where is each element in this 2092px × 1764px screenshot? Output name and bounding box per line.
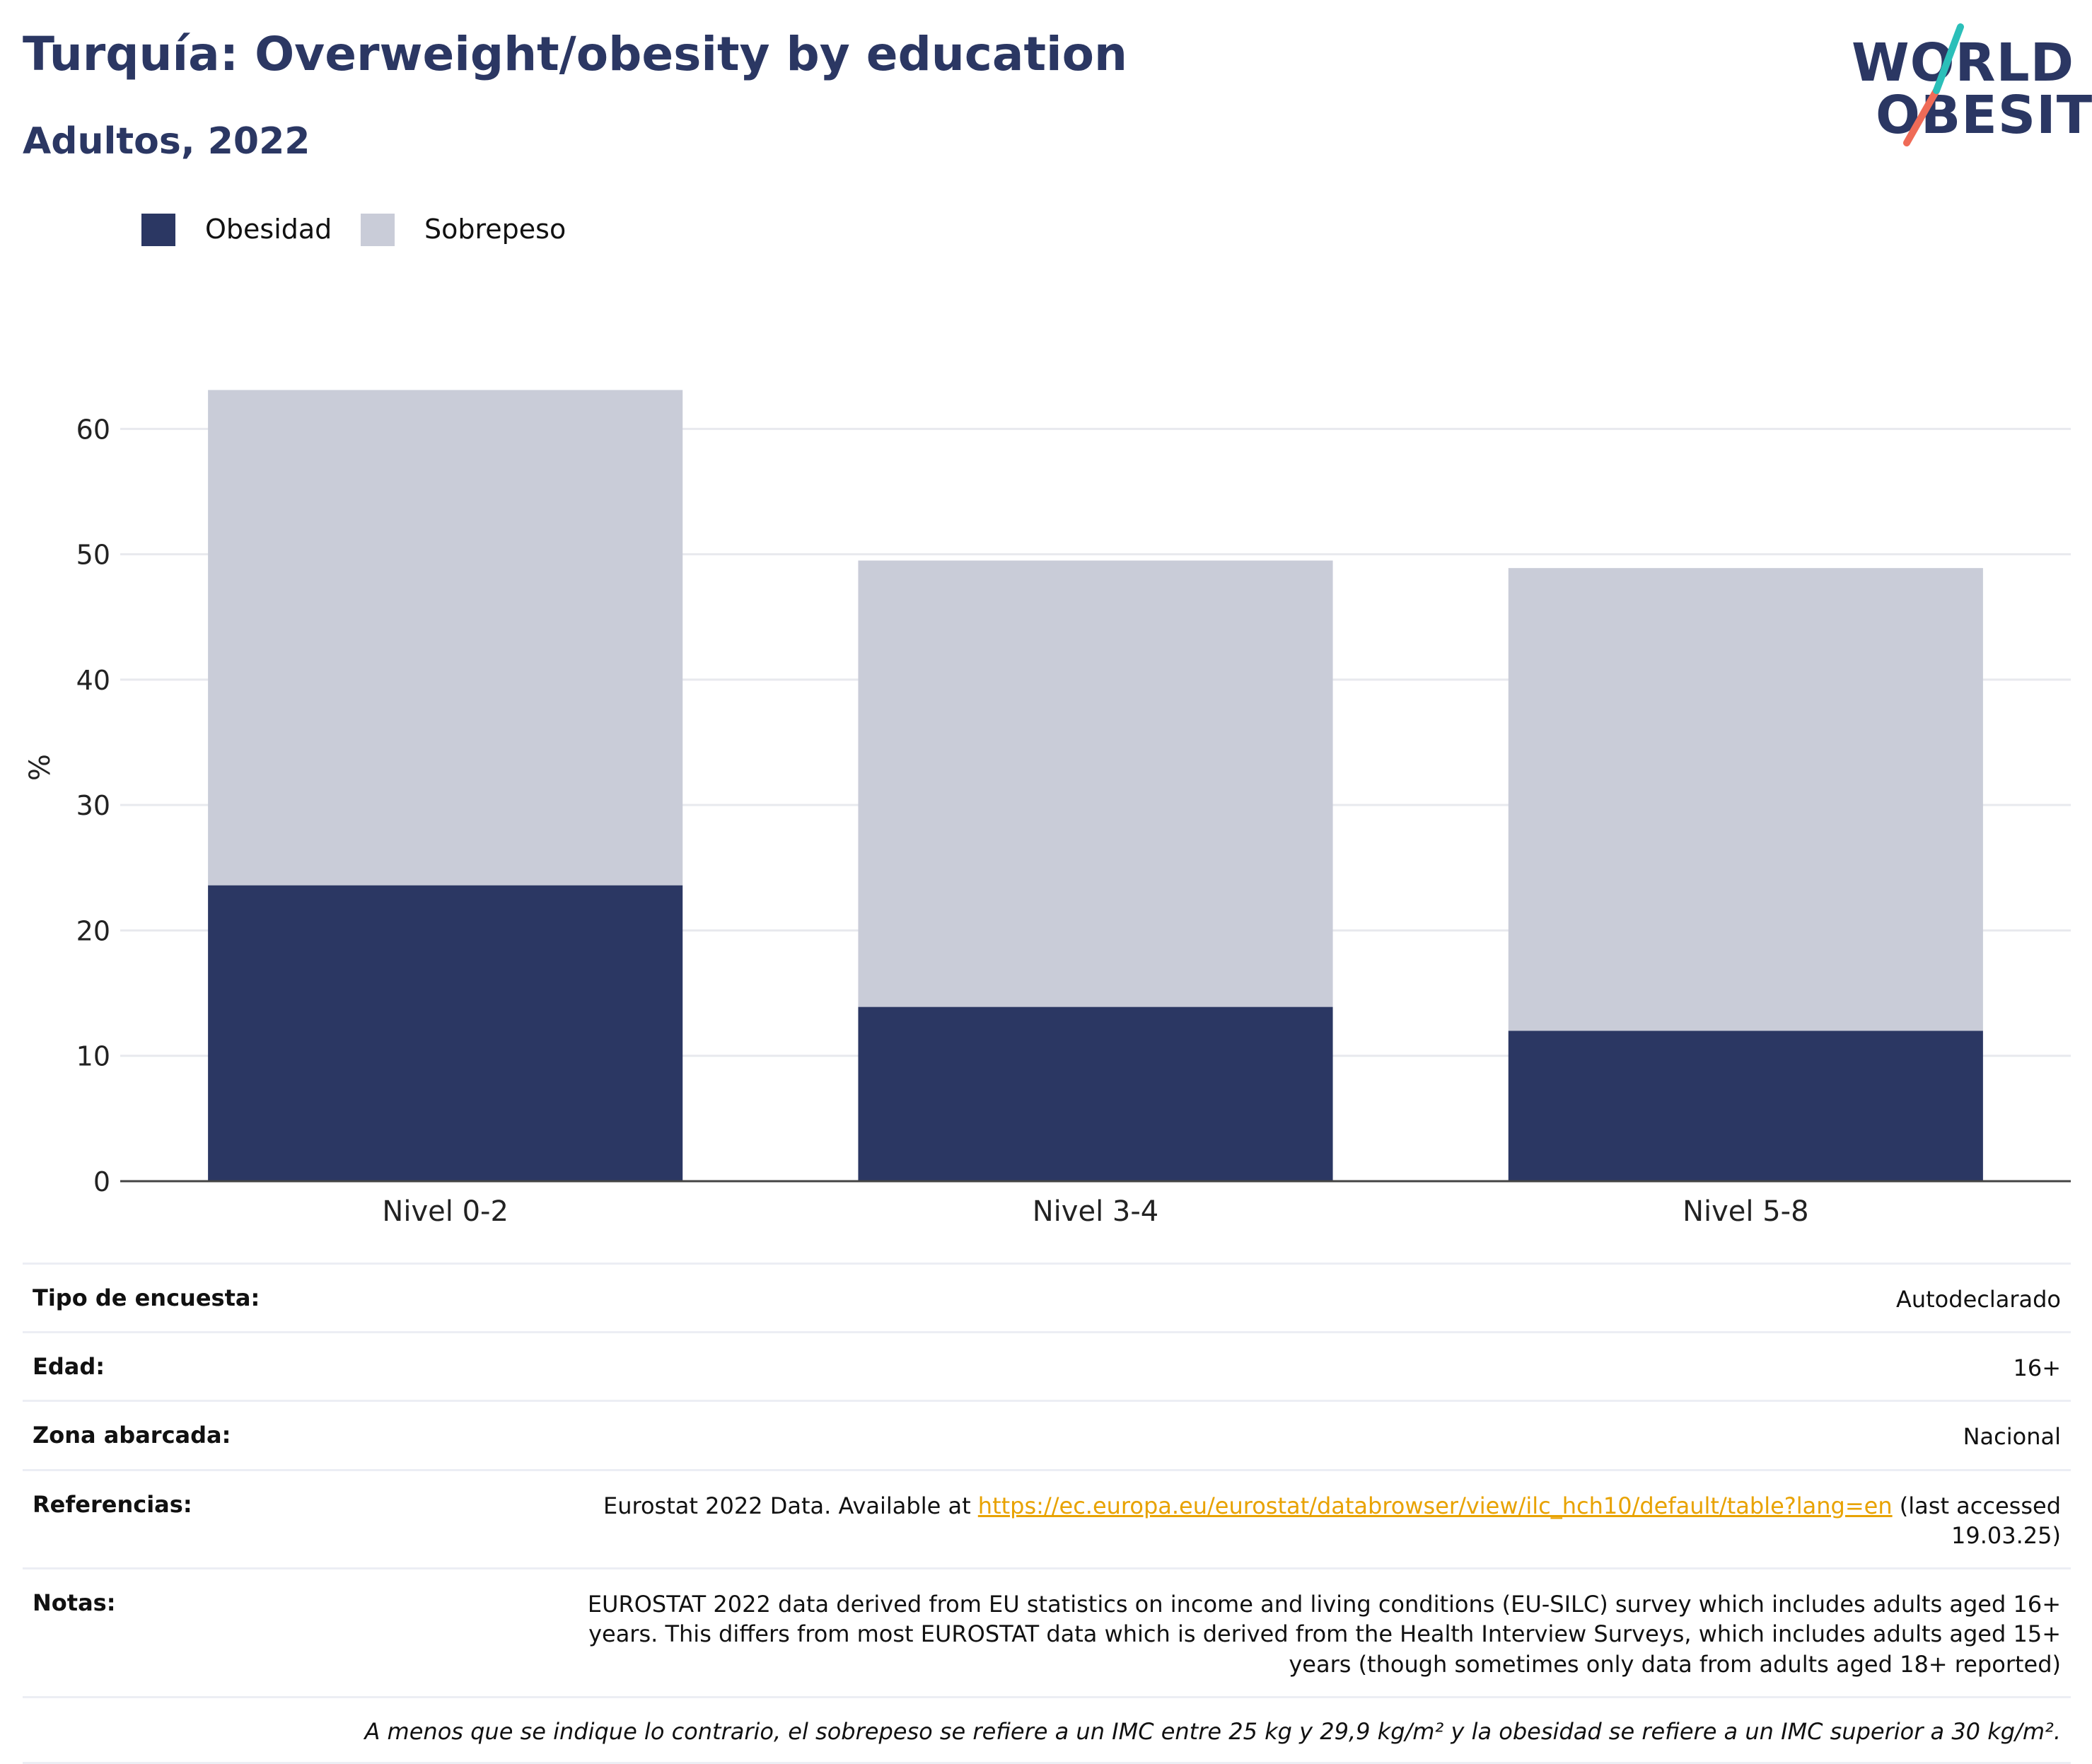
bar-chart: 0 10 20 30 40 50 60% Nivel 0-2 Nivel 3-4 Nivel 5-… [24,390,2071,1228]
y-tick-label: 40 [76,665,110,696]
legend-swatch-sobrepeso [361,214,395,246]
info-row-notes: Notas: EUROSTAT 2022 data derived from E… [23,1567,2071,1696]
x-tick-label: Nivel 0-2 [382,1195,508,1228]
bar-obesidad-1 [208,885,683,1181]
bar-obesidad-3 [1508,1031,1983,1181]
notes-value: EUROSTAT 2022 data derived from EU stati… [587,1591,2061,1678]
logo-slash-icon [1903,23,1964,146]
bar-obesidad-2 [858,1006,1333,1181]
info-table: Tipo de encuesta: Autodeclarado Edad: 16… [23,1263,2071,1764]
chart-title: Turquía: Overweight/obesity by education [23,27,1127,81]
bar-sobrepeso-3 [1508,568,1983,1031]
legend-swatch-obesidad [141,214,175,246]
footnote: A menos que se indique lo contrario, el … [364,1717,2061,1745]
info-row-references: Referencias: Eurostat 2022 Data. Availab… [23,1468,2071,1567]
y-tick-label: 0 [93,1166,110,1197]
legend-label-sobrepeso: Sobrepeso [424,214,566,245]
logo-line1: WORLD [1852,33,2075,93]
area-value: Nacional [1963,1423,2061,1451]
notes-label: Notas: [33,1589,116,1617]
references-suffix: (last accessed 19.03.25) [1892,1492,2061,1549]
x-tick-label: Nivel 5-8 [1683,1195,1808,1228]
info-row-footnote: A menos que se indique lo contrario, el … [23,1695,2071,1764]
bar-sobrepeso-2 [858,560,1333,1007]
references-prefix: Eurostat 2022 Data. Available at [603,1492,978,1519]
bar-sobrepeso-1 [208,390,683,886]
y-tick-label: 50 [76,540,110,571]
y-tick-label: 60 [76,414,110,445]
references-value: Eurostat 2022 Data. Available at https:/… [505,1491,2061,1550]
y-tick-label: 20 [76,915,110,946]
references-label: Referencias: [33,1490,192,1518]
info-row-survey: Tipo de encuesta: Autodeclarado [23,1263,2071,1331]
survey-label: Tipo de encuesta: [33,1284,260,1311]
info-row-area: Zona abarcada: Nacional [23,1400,2071,1468]
x-tick-label: Nivel 3-4 [1033,1195,1158,1228]
survey-value: Autodeclarado [1895,1286,2061,1313]
world-obesity-logo: WORLD OBESITY [1839,21,2092,149]
y-axis-label: % [24,754,57,781]
legend-label-obesidad: Obesidad [205,214,332,245]
info-row-age: Edad: 16+ [23,1331,2071,1400]
age-label: Edad: [33,1353,105,1381]
y-tick-label: 30 [76,790,110,821]
references-link[interactable]: https://ec.europa.eu/eurostat/databrowse… [977,1492,1893,1519]
age-value: 16+ [2013,1354,2061,1382]
y-tick-label: 10 [76,1041,110,1072]
chart-subtitle: Adultos, 2022 [23,120,310,163]
area-label: Zona abarcada: [33,1422,231,1449]
